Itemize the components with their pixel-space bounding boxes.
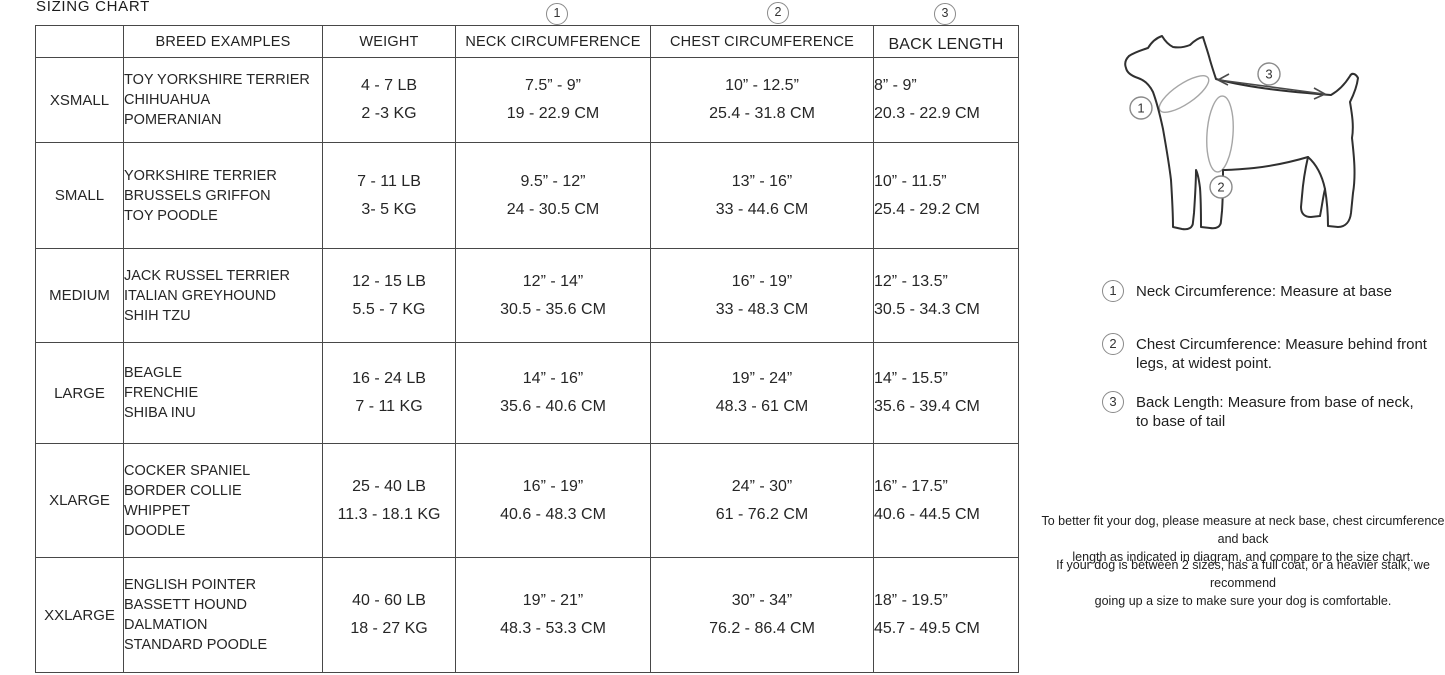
table-row-medium: MEDIUM JACK RUSSEL TERRIER ITALIAN GREYH… bbox=[35, 248, 1019, 343]
dog-outline bbox=[1124, 35, 1359, 231]
cell-size: XSMALL bbox=[35, 57, 124, 143]
legend-marker-1-badge: 1 bbox=[1102, 280, 1124, 302]
legend-text-back: Back Length: Measure from base of neck, … bbox=[1136, 394, 1414, 431]
diagram-marker-3-label: 3 bbox=[1265, 67, 1272, 82]
table-row-xxlarge: XXLARGE ENGLISH POINTER BASSETT HOUND DA… bbox=[35, 557, 1019, 673]
header-back-length: BACK LENGTH bbox=[873, 25, 1019, 58]
cell-breeds: JACK RUSSEL TERRIER ITALIAN GREYHOUND SH… bbox=[123, 248, 323, 343]
header-chest-circumference: CHEST CIRCUMFERENCE bbox=[650, 25, 874, 58]
cell-back: 12” - 13.5” 30.5 - 34.3 CM bbox=[873, 248, 1019, 343]
between-sizes-note: If your dog is between 2 sizes, has a fu… bbox=[1056, 558, 1430, 609]
column-marker-1-badge: 1 bbox=[546, 3, 568, 25]
cell-size: MEDIUM bbox=[35, 248, 124, 343]
dog-far-hind-leg bbox=[1299, 156, 1326, 219]
legend-item-chest: 2 Chest Circumference: Measure behind fr… bbox=[1102, 333, 1427, 373]
cell-neck: 16” - 19” 40.6 - 48.3 CM bbox=[455, 443, 651, 558]
diagram-marker-2-badge: 2 bbox=[1209, 175, 1233, 199]
column-marker-2-badge: 2 bbox=[767, 2, 789, 24]
cell-chest: 30” - 34” 76.2 - 86.4 CM bbox=[650, 557, 874, 673]
legend-marker-3-badge: 3 bbox=[1102, 391, 1124, 413]
header-weight: WEIGHT bbox=[322, 25, 456, 58]
diagram-marker-2-label: 2 bbox=[1217, 180, 1224, 195]
cell-size: SMALL bbox=[35, 142, 124, 249]
cell-back: 16” - 17.5” 40.6 - 44.5 CM bbox=[873, 443, 1019, 558]
cell-back: 10” - 11.5” 25.4 - 29.2 CM bbox=[873, 142, 1019, 249]
header-size bbox=[35, 25, 124, 58]
cell-weight: 12 - 15 LB 5.5 - 7 KG bbox=[322, 248, 456, 343]
sizing-table: BREED EXAMPLES WEIGHT NECK CIRCUMFERENCE… bbox=[35, 25, 1019, 673]
legend-marker-2-badge: 2 bbox=[1102, 333, 1124, 355]
legend-item-neck: 1 Neck Circumference: Measure at base bbox=[1102, 280, 1392, 302]
table-header-row: BREED EXAMPLES WEIGHT NECK CIRCUMFERENCE… bbox=[35, 25, 1019, 58]
column-marker-3-badge: 3 bbox=[934, 3, 956, 25]
cell-weight: 40 - 60 LB 18 - 27 KG bbox=[322, 557, 456, 673]
cell-chest: 16” - 19” 33 - 48.3 CM bbox=[650, 248, 874, 343]
cell-chest: 10” - 12.5” 25.4 - 31.8 CM bbox=[650, 57, 874, 143]
cell-neck: 19” - 21” 48.3 - 53.3 CM bbox=[455, 557, 651, 673]
cell-back: 18” - 19.5” 45.7 - 49.5 CM bbox=[873, 557, 1019, 673]
cell-size: XXLARGE bbox=[35, 557, 124, 673]
cell-weight: 7 - 11 LB 3- 5 KG bbox=[322, 142, 456, 249]
cell-chest: 19” - 24” 48.3 - 61 CM bbox=[650, 342, 874, 444]
diagram-marker-3-badge: 3 bbox=[1257, 62, 1281, 86]
cell-back: 14” - 15.5” 35.6 - 39.4 CM bbox=[873, 342, 1019, 444]
legend-item-back: 3 Back Length: Measure from base of neck… bbox=[1102, 391, 1414, 431]
fit-note: To better fit your dog, please measure a… bbox=[1041, 514, 1445, 565]
table-row-large: LARGE BEAGLE FRENCHIE SHIBA INU 16 - 24 … bbox=[35, 342, 1019, 444]
legend-text-neck: Neck Circumference: Measure at base bbox=[1136, 283, 1392, 300]
table-row-xsmall: XSMALL TOY YORKSHIRE TERRIER CHIHUAHUA P… bbox=[35, 57, 1019, 143]
page-title: SIZING CHART bbox=[36, 0, 150, 15]
table-row-xlarge: XLARGE COCKER SPANIEL BORDER COLLIE WHIP… bbox=[35, 443, 1019, 558]
header-breed-examples: BREED EXAMPLES bbox=[123, 25, 323, 58]
cell-neck: 14” - 16” 35.6 - 40.6 CM bbox=[455, 342, 651, 444]
cell-chest: 13” - 16” 33 - 44.6 CM bbox=[650, 142, 874, 249]
cell-weight: 4 - 7 LB 2 -3 KG bbox=[322, 57, 456, 143]
cell-breeds: TOY YORKSHIRE TERRIER CHIHUAHUA POMERANI… bbox=[123, 57, 323, 143]
legend-text-chest: Chest Circumference: Measure behind fron… bbox=[1136, 336, 1427, 373]
cell-back: 8” - 9” 20.3 - 22.9 CM bbox=[873, 57, 1019, 143]
cell-breeds: COCKER SPANIEL BORDER COLLIE WHIPPET DOO… bbox=[123, 443, 323, 558]
cell-breeds: BEAGLE FRENCHIE SHIBA INU bbox=[123, 342, 323, 444]
cell-neck: 7.5” - 9” 19 - 22.9 CM bbox=[455, 57, 651, 143]
cell-size: LARGE bbox=[35, 342, 124, 444]
back-length-arrow bbox=[1216, 73, 1327, 100]
header-neck-circumference: NECK CIRCUMFERENCE bbox=[455, 25, 651, 58]
table-row-small: SMALL YORKSHIRE TERRIER BRUSSELS GRIFFON… bbox=[35, 142, 1019, 249]
cell-size: XLARGE bbox=[35, 443, 124, 558]
diagram-marker-1-badge: 1 bbox=[1129, 96, 1153, 120]
neck-measure-ellipse bbox=[1158, 75, 1210, 113]
diagram-marker-1-label: 1 bbox=[1137, 101, 1144, 116]
cell-breeds: YORKSHIRE TERRIER BRUSSELS GRIFFON TOY P… bbox=[123, 142, 323, 249]
cell-weight: 25 - 40 LB 11.3 - 18.1 KG bbox=[322, 443, 456, 558]
cell-weight: 16 - 24 LB 7 - 11 KG bbox=[322, 342, 456, 444]
chest-measure-ellipse bbox=[1206, 95, 1234, 173]
cell-chest: 24” - 30” 61 - 76.2 CM bbox=[650, 443, 874, 558]
cell-neck: 9.5” - 12” 24 - 30.5 CM bbox=[455, 142, 651, 249]
cell-neck: 12” - 14” 30.5 - 35.6 CM bbox=[455, 248, 651, 343]
dog-measurement-diagram: 1 2 3 bbox=[1124, 35, 1359, 231]
cell-breeds: ENGLISH POINTER BASSETT HOUND DALMATION … bbox=[123, 557, 323, 673]
